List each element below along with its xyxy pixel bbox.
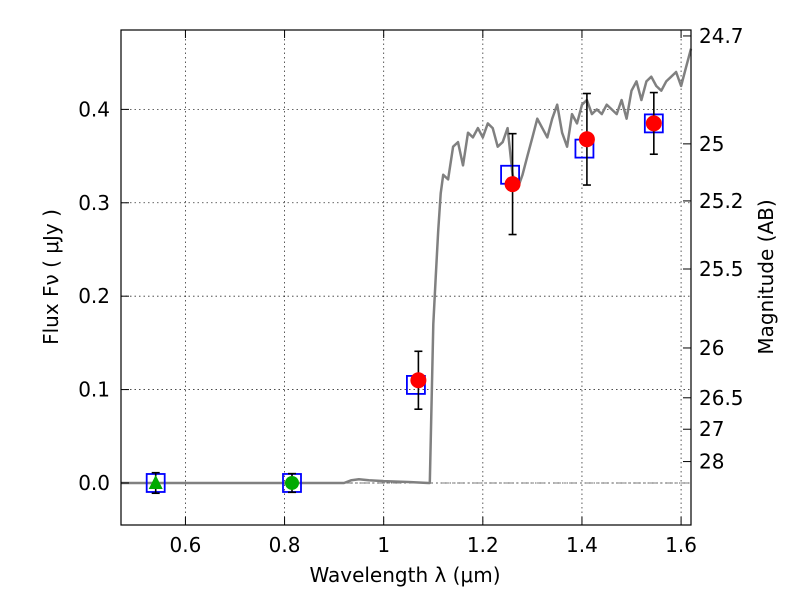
x-tick-label: 1 [377, 533, 390, 557]
limit-triangle-point [148, 474, 163, 489]
label-layer: Wavelength λ (μm) Flux Fν ( μJy ) Magnit… [39, 199, 778, 587]
y2-tick-label: 24.7 [699, 24, 744, 48]
axes-layer: 0.6 0.8 1 1.2 1.4 1.6 0.0 0.1 0.2 0.3 0.4 24.7 25 25.… [78, 24, 743, 557]
limit-circle-point [285, 475, 299, 490]
x-tick-label: 1.6 [665, 533, 697, 557]
y2-tick-label: 26.5 [699, 386, 744, 410]
y2-tick-label: 25.5 [699, 257, 744, 281]
plot-frame [120, 29, 692, 526]
x-tick-label: 1.4 [566, 533, 598, 557]
series-layer [121, 48, 693, 495]
y-tick-label: 0.0 [78, 471, 110, 495]
x-tick-label: 0.8 [269, 533, 301, 557]
y-tick-label: 0.1 [78, 378, 110, 402]
y2-tick-label: 27 [699, 417, 724, 441]
observed-flux-point [645, 115, 662, 132]
observed-flux-point [504, 176, 521, 193]
y-axis-label: Flux Fν ( μJy ) [39, 209, 63, 345]
observed-flux-point [578, 131, 595, 148]
y2-tick-label: 28 [699, 450, 724, 474]
y2-tick-label: 25.2 [699, 189, 744, 213]
y2-tick-label: 26 [699, 336, 724, 360]
x-tick-label: 0.6 [170, 533, 202, 557]
y-tick-label: 0.2 [78, 284, 110, 308]
y-tick-label: 0.3 [78, 191, 110, 215]
sed-model-line [121, 48, 693, 485]
y-tick-label: 0.4 [78, 97, 110, 121]
observed-flux-point [410, 372, 427, 389]
y2-tick-label: 25 [699, 132, 724, 156]
x-axis-label: Wavelength λ (μm) [309, 563, 500, 587]
y2-axis-label: Magnitude (AB) [754, 199, 778, 354]
x-tick-label: 1.2 [467, 533, 499, 557]
